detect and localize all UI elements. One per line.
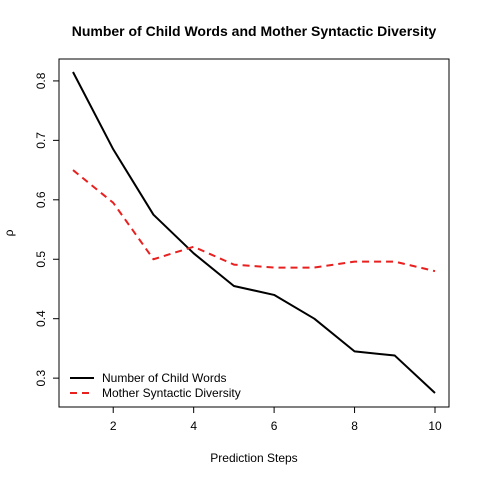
- x-tick-label: 2: [110, 419, 117, 433]
- x-tick-label: 4: [190, 419, 197, 433]
- y-tick-label: 0.8: [34, 72, 48, 89]
- series-line-1: [73, 72, 435, 393]
- y-tick-label: 0.5: [34, 251, 48, 268]
- series-line-2: [73, 170, 435, 271]
- y-tick-label: 0.4: [34, 310, 48, 327]
- x-tick-label: 6: [271, 419, 278, 433]
- chart-title: Number of Child Words and Mother Syntact…: [72, 23, 437, 39]
- legend-label: Mother Syntactic Diversity: [102, 386, 241, 400]
- x-tick-label: 10: [428, 419, 442, 433]
- y-tick-label: 0.7: [34, 132, 48, 149]
- x-axis-label: Prediction Steps: [210, 451, 297, 465]
- legend-label: Number of Child Words: [102, 371, 227, 385]
- x-axis: 2 4 6 8 10: [110, 407, 442, 433]
- y-tick-label: 0.6: [34, 191, 48, 208]
- x-tick-label: 8: [351, 419, 358, 433]
- y-tick-label: 0.3: [34, 369, 48, 386]
- y-axis-label: ρ: [2, 229, 16, 236]
- y-axis: 0.3 0.4 0.5 0.6 0.7 0.8: [34, 72, 59, 386]
- series-layer: [73, 72, 435, 393]
